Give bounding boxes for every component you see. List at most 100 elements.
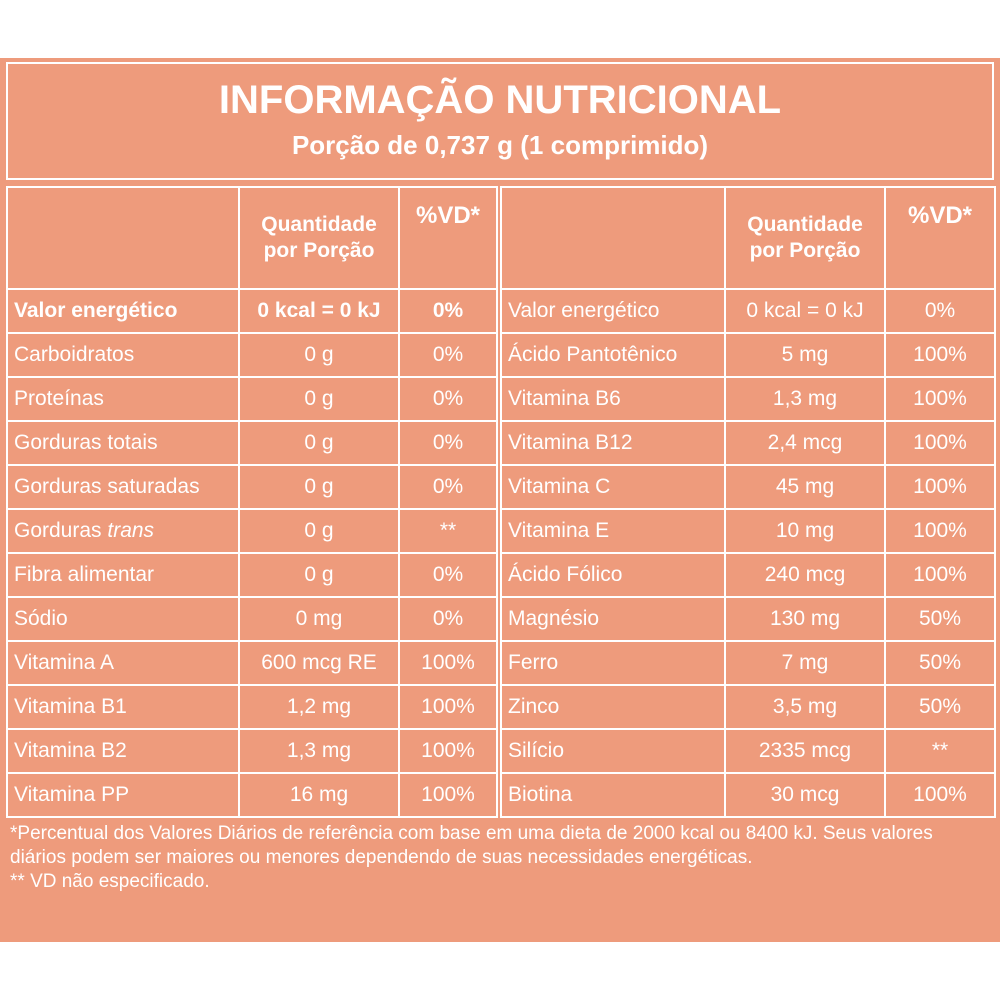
nutrient-vd: 100% (884, 552, 996, 598)
table-row: Sódio 0 mg 0% (6, 596, 498, 642)
nutrient-name: Vitamina B1 (6, 684, 240, 730)
nutrient-vd: 100% (398, 640, 498, 686)
nutrient-name: Valor energético (6, 288, 240, 334)
nutrient-vd: 100% (884, 420, 996, 466)
nutrient-vd: 0% (398, 552, 498, 598)
nutrient-quantity: 10 mg (724, 508, 886, 554)
nutrient-name: Ácido Fólico (500, 552, 726, 598)
nutrient-vd: 0% (884, 288, 996, 334)
nutrient-vd: 100% (884, 376, 996, 422)
table-row: Gorduras trans 0 g ** (6, 508, 498, 554)
header-vd: %VD* (884, 186, 996, 290)
nutrient-name: Ferro (500, 640, 726, 686)
nutrient-vd: 100% (884, 772, 996, 818)
table-header-row: Quantidade por Porção %VD* (6, 186, 498, 290)
header-name-cell (6, 186, 240, 290)
table-row: Gorduras saturadas 0 g 0% (6, 464, 498, 510)
footnote-vd-reference: *Percentual dos Valores Diários de refer… (10, 823, 933, 868)
nutrient-quantity: 30 mcg (724, 772, 886, 818)
nutrient-vd: 0% (398, 376, 498, 422)
nutrient-quantity: 2,4 mcg (724, 420, 886, 466)
table-row: Vitamina PP 16 mg 100% (6, 772, 498, 818)
footnote-vd-unspecified: ** VD não especificado. (10, 871, 210, 892)
nutrient-vd: 0% (398, 596, 498, 642)
header-box (6, 62, 994, 180)
nutrient-quantity: 240 mcg (724, 552, 886, 598)
nutrient-name: Carboidratos (6, 332, 240, 378)
nutrient-vd: 100% (398, 728, 498, 774)
nutrient-quantity: 5 mg (724, 332, 886, 378)
table-row: Vitamina B2 1,3 mg 100% (6, 728, 498, 774)
nutrient-quantity: 1,3 mg (238, 728, 400, 774)
page-title: INFORMAÇÃO NUTRICIONAL (218, 78, 782, 122)
nutrient-vd: 50% (884, 684, 996, 730)
nutrient-name: Biotina (500, 772, 726, 818)
table-row: Vitamina B6 1,3 mg 100% (500, 376, 996, 422)
nutrient-vd: 100% (398, 684, 498, 730)
nutrient-quantity: 0 g (238, 332, 400, 378)
table-row: Valor energético 0 kcal = 0 kJ 0% (500, 288, 996, 334)
serving-size: Porção de 0,737 g (1 comprimido) (291, 130, 709, 160)
nutrient-quantity: 0 g (238, 376, 400, 422)
table-row: Silício 2335 mcg ** (500, 728, 996, 774)
nutrient-quantity: 0 g (238, 552, 400, 598)
nutrient-name: Vitamina PP (6, 772, 240, 818)
nutrient-vd: 100% (398, 772, 498, 818)
table-row: Biotina 30 mcg 100% (500, 772, 996, 818)
nutrition-table-right: Quantidade por Porção %VD* Valor energét… (500, 186, 996, 818)
table-row: Fibra alimentar 0 g 0% (6, 552, 498, 598)
table-row: Ácido Pantotênico 5 mg 100% (500, 332, 996, 378)
nutrient-vd: ** (884, 728, 996, 774)
table-row: Ferro 7 mg 50% (500, 640, 996, 686)
nutrient-name: Vitamina A (6, 640, 240, 686)
nutrient-vd: 50% (884, 596, 996, 642)
nutrient-quantity: 0 kcal = 0 kJ (238, 288, 400, 334)
table-row: Vitamina B1 1,2 mg 100% (6, 684, 498, 730)
nutrient-name: Ácido Pantotênico (500, 332, 726, 378)
nutrient-vd: 50% (884, 640, 996, 686)
nutrient-name: Zinco (500, 684, 726, 730)
nutrient-quantity: 3,5 mg (724, 684, 886, 730)
header-vd: %VD* (398, 186, 498, 290)
nutrient-name: Vitamina C (500, 464, 726, 510)
nutrient-quantity: 16 mg (238, 772, 400, 818)
nutrient-name: Magnésio (500, 596, 726, 642)
nutrient-vd: 0% (398, 464, 498, 510)
nutrient-name: Vitamina B12 (500, 420, 726, 466)
nutrient-name: Vitamina B2 (6, 728, 240, 774)
nutrient-name: Silício (500, 728, 726, 774)
table-row: Valor energético 0 kcal = 0 kJ 0% (6, 288, 498, 334)
nutrient-vd: 100% (884, 508, 996, 554)
nutrient-vd: 0% (398, 420, 498, 466)
header-quantity: Quantidade por Porção (238, 186, 400, 290)
table-row: Vitamina B12 2,4 mcg 100% (500, 420, 996, 466)
nutrient-quantity: 600 mcg RE (238, 640, 400, 686)
nutrient-name: Vitamina B6 (500, 376, 726, 422)
nutrient-name: Fibra alimentar (6, 552, 240, 598)
nutrient-quantity: 130 mg (724, 596, 886, 642)
nutrient-quantity: 0 g (238, 508, 400, 554)
nutrient-name: Gorduras totais (6, 420, 240, 466)
nutrient-vd: ** (398, 508, 498, 554)
table-row: Vitamina E 10 mg 100% (500, 508, 996, 554)
nutrient-name: Sódio (6, 596, 240, 642)
nutrient-quantity: 0 g (238, 420, 400, 466)
header-name-cell (500, 186, 726, 290)
table-header-row: Quantidade por Porção %VD* (500, 186, 996, 290)
nutrient-quantity: 0 mg (238, 596, 400, 642)
table-row: Vitamina A 600 mcg RE 100% (6, 640, 498, 686)
nutrient-quantity: 1,3 mg (724, 376, 886, 422)
nutrient-vd: 0% (398, 332, 498, 378)
table-row: Proteínas 0 g 0% (6, 376, 498, 422)
nutrient-name: Proteínas (6, 376, 240, 422)
table-row: Magnésio 130 mg 50% (500, 596, 996, 642)
nutrient-name: Vitamina E (500, 508, 726, 554)
nutrient-vd: 0% (398, 288, 498, 334)
nutrient-quantity: 45 mg (724, 464, 886, 510)
nutrient-quantity: 0 g (238, 464, 400, 510)
table-row: Vitamina C 45 mg 100% (500, 464, 996, 510)
footnotes: *Percentual dos Valores Diários de refer… (10, 822, 990, 894)
nutrient-name: Gorduras saturadas (6, 464, 240, 510)
nutrient-quantity: 2335 mcg (724, 728, 886, 774)
header-quantity: Quantidade por Porção (724, 186, 886, 290)
